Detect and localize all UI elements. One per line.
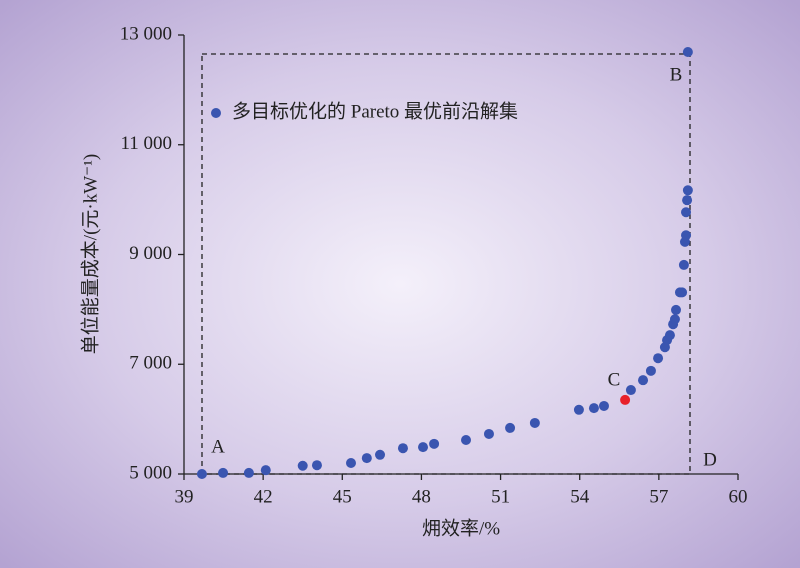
x-tick-label: 54 [570,486,590,507]
annotation: D [703,449,717,470]
x-tick-label: 51 [491,486,510,507]
annotation: B [670,64,683,85]
point [361,453,372,464]
point [669,314,680,325]
point [598,400,609,411]
point [664,330,675,341]
point [681,207,692,218]
x-tick-label: 39 [175,486,194,507]
point [345,458,356,469]
point [311,460,322,471]
y-tick-label: 5 000 [129,462,172,483]
point [681,230,692,241]
legend-marker [211,108,221,118]
x-tick-label: 57 [649,486,668,507]
point [218,467,229,478]
legend-label: 多目标优化的 Pareto 最优前沿解集 [232,100,518,122]
point [682,185,693,196]
point [638,375,649,386]
x-tick-label: 60 [729,486,748,507]
x-tick-label: 42 [254,486,273,507]
point [461,434,472,445]
highlight-point [620,394,631,405]
point [625,385,636,396]
point [682,195,693,206]
y-tick-label: 7 000 [129,353,172,374]
point [243,467,254,478]
annotation: A [211,436,225,457]
annotation: C [608,369,621,390]
point [645,365,656,376]
point [588,403,599,414]
point [678,259,689,270]
x-tick-label: 45 [333,486,352,507]
point [573,404,584,415]
point [682,47,693,58]
point [505,422,516,433]
y-axis-label: 单位能量成本/(元·kW⁻¹) [79,154,101,354]
x-tick-label: 48 [412,486,431,507]
y-tick-label: 9 000 [129,243,172,264]
point [429,438,440,449]
point [397,443,408,454]
point [375,449,386,460]
point [653,353,664,364]
point [671,304,682,315]
point [483,428,494,439]
point [529,417,540,428]
x-axis-label: 㶲效率/% [422,517,500,539]
point [196,469,207,479]
point [297,460,308,471]
point [418,442,429,453]
y-tick-label: 11 000 [120,133,172,154]
point [260,465,271,476]
point [677,287,688,298]
y-tick-label: 13 000 [120,23,172,44]
